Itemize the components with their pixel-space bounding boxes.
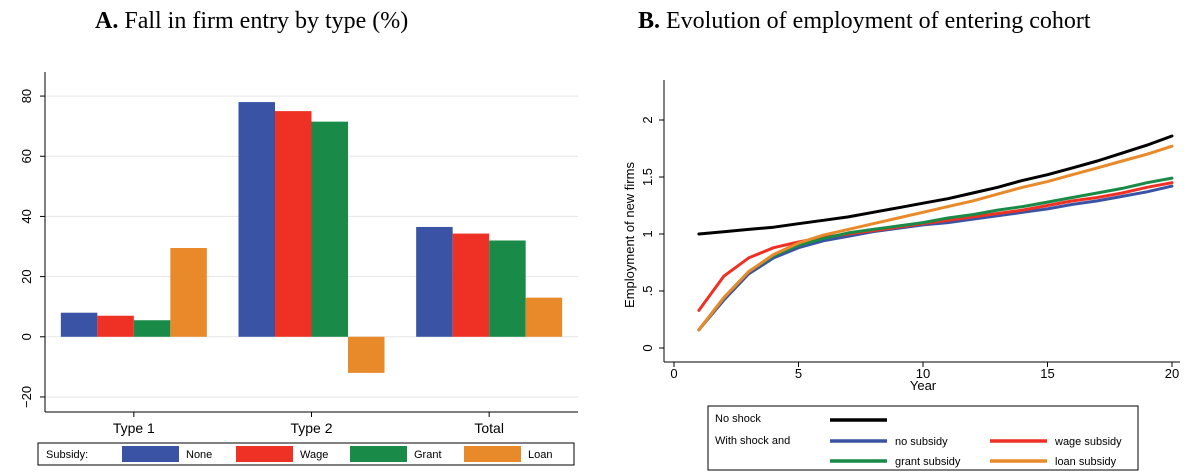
legend-label: None [186,449,212,461]
legend-swatch [464,446,521,462]
y-tick-label: .5 [640,286,655,297]
panel-b-title: B. Evolution of employment of entering c… [638,8,1091,35]
panel-a-letter: A. [95,8,119,34]
x-tick-label: 0 [670,366,677,381]
y-tick-label: 2 [640,116,655,123]
x-tick-label: Type 2 [290,420,332,436]
bar-chart: −20 0 20 40 60 80 Type 1 Type 2 Total Subsidy: Non… [19,72,578,466]
bar [275,111,312,337]
series-line [697,184,1174,332]
panel-a-title-text: Fall in firm entry by type (%) [124,8,409,34]
y-tick-label: 0 [640,344,655,351]
x-tick-label: 5 [795,366,802,381]
bar [170,248,207,337]
bar [97,315,134,337]
bar [311,121,348,337]
legend-label: Loan [528,449,552,461]
bar [525,297,563,337]
bar [348,336,385,373]
y-tick-label: 40 [19,209,34,223]
panel-b-letter: B. [638,8,661,34]
y-axis-label: Employment of new firms [622,162,637,308]
bar [133,320,171,337]
x-axis-label: Year [910,378,937,393]
series-line [697,181,1174,312]
legend-label: no subsidy [895,436,948,448]
y-tick-label: 20 [19,269,34,283]
series-line [697,134,1174,236]
legend-swatch [350,446,407,462]
y-tick-label: 60 [19,149,34,163]
bar [60,312,98,337]
legend-row-label: No shock [715,413,761,425]
x-tick-label: Total [474,420,504,436]
y-tick-label: −20 [19,386,34,408]
x-tick-label: 10 [916,366,930,381]
legend-label: grant subsidy [895,456,961,468]
y-tick-label: 80 [19,89,34,103]
panel-b-title-text: Evolution of employment of entering coho… [666,8,1091,34]
legend-title: Subsidy: [46,449,88,461]
legend-label: Wage [300,449,328,461]
bar [416,226,453,337]
x-tick-label: Type 1 [113,420,155,436]
legend-label: Grant [414,449,442,461]
legend-label: loan subsidy [1055,456,1117,468]
x-tick-label: 20 [1165,366,1179,381]
legend-swatch [122,446,179,462]
legend-label: wage subsidy [1054,436,1122,448]
bar [452,233,490,337]
y-tick-label: 1 [640,230,655,237]
y-tick-label: 1.5 [640,168,655,186]
y-tick-label: 0 [19,333,34,340]
series-line [697,144,1174,332]
x-tick-label: 15 [1040,366,1054,381]
legend-swatch [236,446,293,462]
bar [489,240,526,337]
legend-box [707,405,1139,471]
legend-row-label: With shock and [715,435,790,447]
bar [238,102,275,337]
panel-a-title: A. Fall in firm entry by type (%) [95,8,408,35]
